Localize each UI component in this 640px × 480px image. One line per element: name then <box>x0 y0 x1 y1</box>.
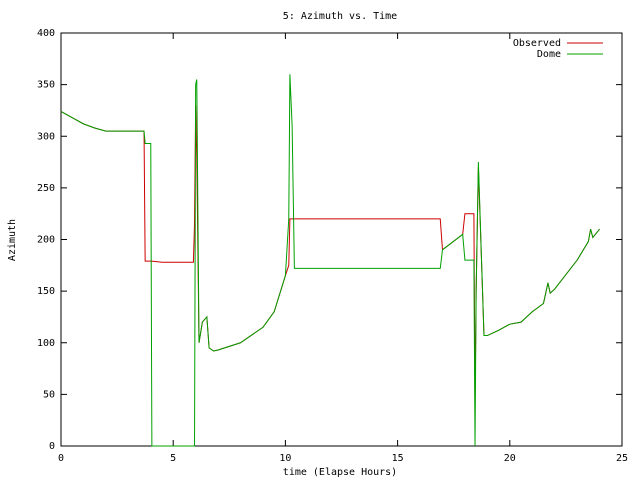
legend-label: Dome <box>537 49 561 60</box>
y-axis-label: Azimuth <box>7 219 18 261</box>
x-tick-label: 10 <box>279 453 291 464</box>
x-tick-label: 25 <box>616 453 628 464</box>
y-tick-label: 150 <box>37 286 55 297</box>
legend-label: Observed <box>513 38 561 49</box>
x-tick-label: 20 <box>504 453 516 464</box>
x-tick-label: 5 <box>170 453 176 464</box>
series-line <box>60 74 600 447</box>
x-tick-label: 15 <box>392 453 404 464</box>
y-tick-label: 400 <box>37 28 55 39</box>
y-tick-label: 0 <box>49 441 55 452</box>
y-tick-label: 350 <box>37 80 55 91</box>
y-tick-label: 100 <box>37 338 55 349</box>
y-tick-label: 50 <box>43 389 55 400</box>
y-tick-label: 300 <box>37 131 55 142</box>
chart-title: 5: Azimuth vs. Time <box>283 11 397 22</box>
y-tick-label: 200 <box>37 235 55 246</box>
y-tick-label: 250 <box>37 183 55 194</box>
x-tick-label: 0 <box>58 453 64 464</box>
x-axis-label: time (Elapse Hours) <box>283 467 397 478</box>
